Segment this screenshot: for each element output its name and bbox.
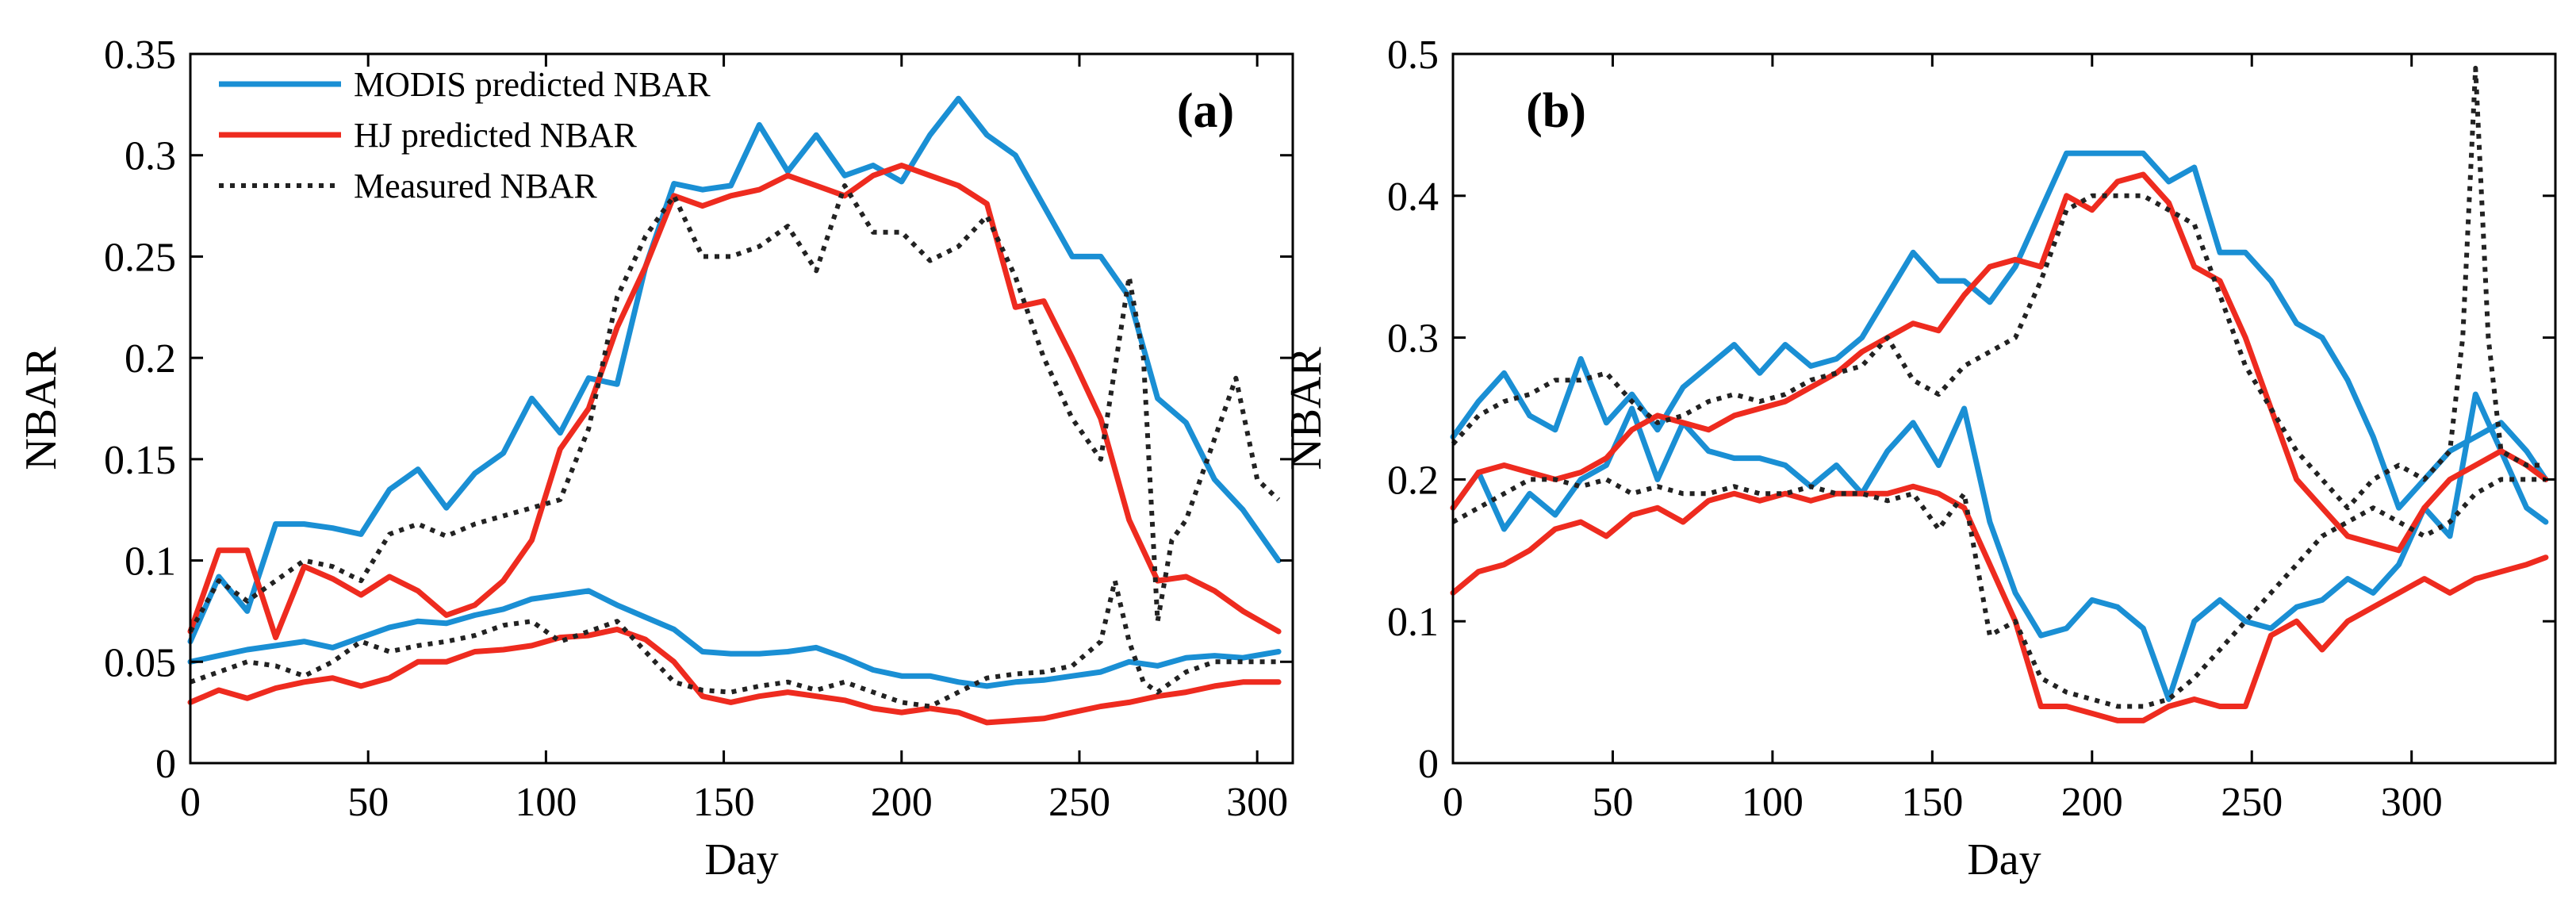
- panel-label: (a): [1177, 84, 1234, 138]
- y-tick-label: 0.2: [125, 336, 176, 382]
- x-tick-label: 0: [180, 780, 201, 825]
- y-tick-label: 0: [1418, 742, 1439, 787]
- y-tick-label: 0.35: [104, 33, 176, 78]
- x-tick-label: 150: [693, 780, 755, 825]
- chart-panel-b: 0 50 100 150 200 250 300 0 0.1 0.2 0.3 0.4 0.5 Day NBA…: [1282, 33, 2557, 884]
- y-tick-label: 0: [155, 742, 176, 787]
- y-tick-label: 0.2: [1387, 458, 1439, 503]
- panel-label: (b): [1526, 84, 1586, 138]
- x-tick-label: 100: [515, 780, 577, 825]
- x-tick-label: 250: [1048, 780, 1110, 825]
- series-line-measured-lower: [189, 578, 1279, 709]
- y-tick-label: 0.1: [1387, 600, 1439, 645]
- y-axis-label: NBAR: [17, 347, 66, 470]
- y-tick-label: 0.4: [1387, 175, 1439, 220]
- series-line-modis-lower: [187, 588, 1282, 689]
- series-line-hj-upper: [1450, 171, 2549, 554]
- series-line-modis-lower: [1450, 391, 2549, 702]
- legend-label-hj: HJ predicted NBAR: [354, 116, 637, 155]
- y-axis-label: NBAR: [1282, 347, 1331, 470]
- plot-frame: [1451, 52, 2557, 765]
- series-line-hj-upper: [187, 163, 1282, 641]
- y-tick-label: 0.3: [125, 134, 176, 179]
- x-axis-label: Day: [704, 835, 778, 884]
- x-tick-label: 300: [1226, 780, 1288, 825]
- x-tick-label: 150: [1901, 780, 1963, 825]
- y-tick-label: 0.5: [1387, 33, 1439, 78]
- series-line-hj-lower: [187, 626, 1282, 726]
- y-tick-label: 0.15: [104, 438, 176, 483]
- x-tick-label: 0: [1443, 780, 1463, 825]
- y-tick-label: 0.25: [104, 235, 176, 280]
- x-tick-label: 50: [1592, 780, 1633, 825]
- series-line-hj-lower: [1450, 483, 2549, 723]
- legend-label-measured: Measured NBAR: [354, 167, 597, 205]
- x-tick-label: 250: [2221, 780, 2283, 825]
- y-tick-label: 0.05: [104, 640, 176, 685]
- x-axis-label: Day: [1967, 835, 2041, 884]
- x-tick-label: 200: [871, 780, 933, 825]
- legend-label-modis: MODIS predicted NBAR: [354, 65, 711, 104]
- x-tick-label: 200: [2061, 780, 2123, 825]
- x-tick-label: 100: [1742, 780, 1804, 825]
- legend: MODIS predicted NBAR HJ predicted NBAR Mea…: [219, 65, 711, 205]
- series-line-measured-upper: [188, 183, 1281, 633]
- y-tick-label: 0.3: [1387, 317, 1439, 362]
- x-tick-label: 300: [2381, 780, 2443, 825]
- y-tick-label: 0.1: [125, 539, 176, 585]
- x-tick-label: 50: [347, 780, 389, 825]
- series-line-measured-lower: [1451, 477, 2546, 709]
- plot-frame: [189, 52, 1294, 765]
- chart-panel-a: 0 50 100 150 200 250 300 0 0.05 0.1 0.15 0.2 0.25 0.3…: [17, 33, 1294, 884]
- series-line-modis-upper: [1450, 150, 2549, 511]
- series-line-modis-upper: [187, 95, 1282, 645]
